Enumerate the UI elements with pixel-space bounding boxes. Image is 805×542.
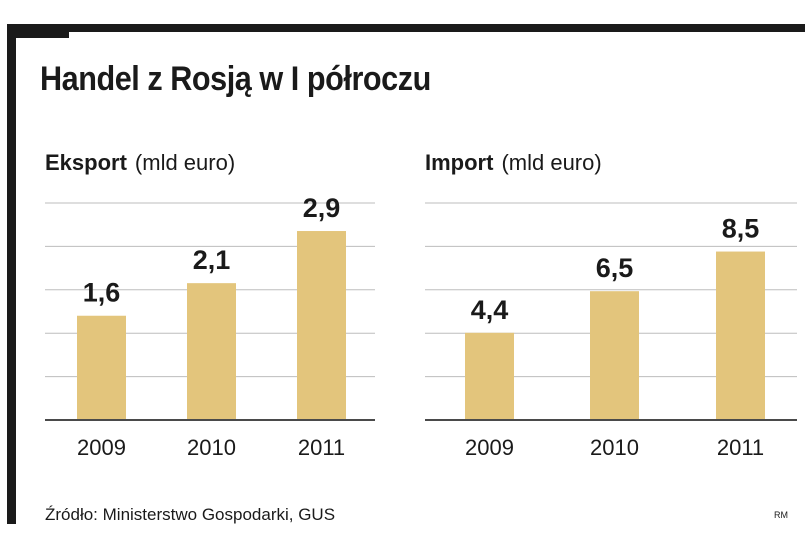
frame-left-rule: [7, 24, 16, 524]
import-x-tick-label: 2011: [717, 435, 764, 460]
export-value-label: 2,9: [303, 193, 341, 223]
export-bar: [187, 283, 236, 420]
credit-mark: RM: [774, 510, 788, 520]
import-chart-group: 4,4 2009 6,5 2010 8,5 2011: [425, 202, 797, 460]
frame-corner: [7, 24, 69, 38]
import-value-label: 4,4: [471, 295, 509, 325]
export-x-tick-label: 2009: [77, 435, 126, 460]
export-unit: (mld euro): [134, 150, 236, 175]
import-value-label: 8,5: [722, 214, 760, 244]
export-value-label: 2,1: [193, 245, 231, 275]
export-title: Eksport: [45, 150, 127, 175]
export-bar: [297, 231, 346, 420]
import-bar: [465, 332, 514, 420]
import-bar: [716, 251, 765, 420]
export-panel-heading: Eksport (mld euro): [45, 150, 235, 176]
import-panel-heading: Import (mld euro): [425, 150, 602, 176]
export-chart-group: 1,6 2009 2,1 2010 2,9 2011: [45, 193, 375, 460]
chart-title: Handel z Rosją w I półroczu: [40, 60, 431, 98]
export-bar: [77, 315, 126, 420]
frame-top-rule: [7, 24, 805, 32]
export-value-label: 1,6: [83, 278, 121, 308]
import-value-label: 6,5: [596, 253, 634, 283]
import-x-tick-label: 2010: [590, 435, 639, 460]
import-bar: [590, 291, 639, 420]
source-note: Źródło: Ministerstwo Gospodarki, GUS: [45, 505, 336, 524]
import-x-tick-label: 2009: [465, 435, 514, 460]
export-x-tick-label: 2010: [187, 435, 236, 460]
export-x-tick-label: 2011: [298, 435, 345, 460]
import-unit: (mld euro): [501, 150, 602, 175]
import-title: Import: [425, 150, 494, 175]
